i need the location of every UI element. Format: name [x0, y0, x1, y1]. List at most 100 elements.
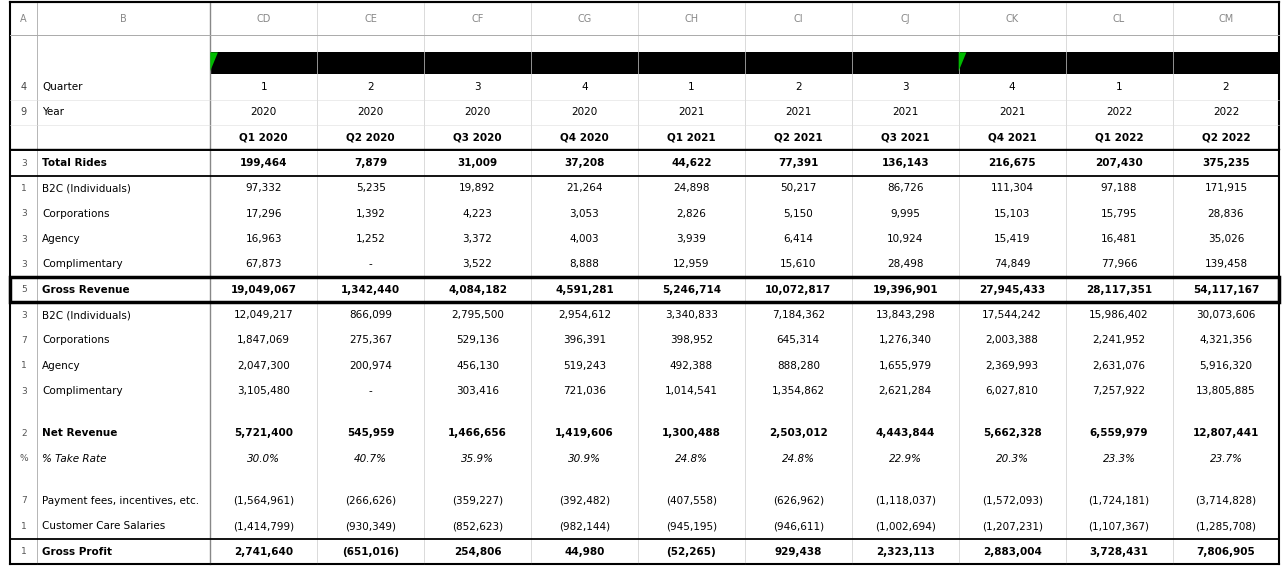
Text: 2,795,500: 2,795,500	[451, 310, 504, 320]
Text: 2,631,076: 2,631,076	[1092, 361, 1146, 371]
Text: 5,916,320: 5,916,320	[1200, 361, 1253, 371]
Text: (945,195): (945,195)	[665, 521, 717, 531]
Text: 2022: 2022	[1213, 108, 1240, 117]
Text: (1,002,694): (1,002,694)	[874, 521, 936, 531]
Text: (1,107,367): (1,107,367)	[1088, 521, 1150, 531]
Text: 86,726: 86,726	[887, 183, 923, 194]
Text: 1,354,862: 1,354,862	[772, 386, 824, 396]
Text: 1,276,340: 1,276,340	[878, 336, 932, 345]
Text: 2,369,993: 2,369,993	[986, 361, 1038, 371]
Text: 2,241,952: 2,241,952	[1092, 336, 1146, 345]
Text: B2C (Individuals): B2C (Individuals)	[42, 310, 131, 320]
Text: 275,367: 275,367	[349, 336, 392, 345]
Text: (266,626): (266,626)	[345, 496, 396, 506]
Text: 2,047,300: 2,047,300	[237, 361, 290, 371]
Text: 28,836: 28,836	[1208, 209, 1245, 218]
Text: 111,304: 111,304	[991, 183, 1033, 194]
Text: 2: 2	[21, 429, 27, 438]
Text: Customer Care Salaries: Customer Care Salaries	[42, 521, 165, 531]
Text: 3: 3	[21, 234, 27, 243]
Text: 2,826: 2,826	[677, 209, 706, 218]
Text: 4,223: 4,223	[463, 209, 492, 218]
Text: 74,849: 74,849	[994, 259, 1031, 269]
Text: 44,980: 44,980	[564, 547, 605, 556]
Text: 5,721,400: 5,721,400	[235, 428, 294, 438]
Text: Total Rides: Total Rides	[42, 158, 108, 168]
Text: 13,843,298: 13,843,298	[876, 310, 935, 320]
Text: 1: 1	[260, 82, 267, 92]
Text: A: A	[21, 14, 27, 24]
Text: 3: 3	[21, 209, 27, 218]
Text: 3,340,833: 3,340,833	[665, 310, 718, 320]
Text: (930,349): (930,349)	[345, 521, 396, 531]
Text: 3,939: 3,939	[677, 234, 706, 244]
Text: 136,143: 136,143	[882, 158, 929, 168]
Text: 375,235: 375,235	[1203, 158, 1250, 168]
Text: 2,883,004: 2,883,004	[983, 547, 1041, 556]
Text: (982,144): (982,144)	[559, 521, 610, 531]
Text: %: %	[19, 454, 28, 463]
Text: 21,264: 21,264	[567, 183, 603, 194]
Text: 19,049,067: 19,049,067	[231, 285, 296, 295]
Text: Q3 2020: Q3 2020	[454, 132, 501, 143]
Text: Quarter: Quarter	[42, 82, 83, 92]
Text: B2C (Individuals): B2C (Individuals)	[42, 183, 131, 194]
Text: 2020: 2020	[464, 108, 491, 117]
Polygon shape	[959, 53, 967, 71]
Text: 9,995: 9,995	[890, 209, 920, 218]
Text: Q2 2022: Q2 2022	[1201, 132, 1250, 143]
Text: 4,084,182: 4,084,182	[447, 285, 508, 295]
Text: 1: 1	[21, 184, 27, 193]
Text: 10,924: 10,924	[887, 234, 923, 244]
Text: (946,611): (946,611)	[773, 521, 824, 531]
Text: 1,655,979: 1,655,979	[878, 361, 932, 371]
Text: 4: 4	[21, 82, 27, 92]
Text: 23.7%: 23.7%	[1209, 454, 1242, 464]
Text: 200,974: 200,974	[349, 361, 392, 371]
Text: 3,522: 3,522	[463, 259, 492, 269]
Text: 27,945,433: 27,945,433	[979, 285, 1045, 295]
Text: CH: CH	[685, 14, 699, 24]
Text: 888,280: 888,280	[777, 361, 819, 371]
Text: Year: Year	[42, 108, 64, 117]
Text: 2021: 2021	[678, 108, 705, 117]
Text: Corporations: Corporations	[42, 209, 110, 218]
Text: 1,014,541: 1,014,541	[665, 386, 718, 396]
Text: 303,416: 303,416	[456, 386, 499, 396]
Text: 24,898: 24,898	[673, 183, 710, 194]
Text: 721,036: 721,036	[563, 386, 606, 396]
Text: Q4 2020: Q4 2020	[560, 132, 609, 143]
Text: 2,954,612: 2,954,612	[558, 310, 612, 320]
Text: CJ: CJ	[900, 14, 910, 24]
Text: (1,414,799): (1,414,799)	[233, 521, 295, 531]
Text: 31,009: 31,009	[458, 158, 497, 168]
Text: 4,321,356: 4,321,356	[1200, 336, 1253, 345]
Text: 3,372: 3,372	[463, 234, 492, 244]
Text: 2021: 2021	[892, 108, 918, 117]
Text: (651,016): (651,016)	[342, 547, 399, 556]
Text: Complimentary: Complimentary	[42, 386, 123, 396]
Text: 4,443,844: 4,443,844	[876, 428, 935, 438]
Text: 15,419: 15,419	[994, 234, 1031, 244]
Text: 7: 7	[21, 496, 27, 505]
Text: 19,892: 19,892	[459, 183, 496, 194]
Text: -: -	[369, 259, 373, 269]
Text: 4,003: 4,003	[569, 234, 599, 244]
Text: 492,388: 492,388	[669, 361, 713, 371]
Text: 12,959: 12,959	[673, 259, 710, 269]
Text: 139,458: 139,458	[1204, 259, 1247, 269]
Bar	[210, 53, 1279, 74]
Text: 28,117,351: 28,117,351	[1086, 285, 1153, 295]
Text: Gross Revenue: Gross Revenue	[42, 285, 129, 295]
Text: Q1 2022: Q1 2022	[1095, 132, 1144, 143]
Text: 6,414: 6,414	[783, 234, 813, 244]
Text: 7,806,905: 7,806,905	[1196, 547, 1255, 556]
Text: CE: CE	[364, 14, 377, 24]
Text: 1,252: 1,252	[355, 234, 386, 244]
Text: 97,332: 97,332	[245, 183, 282, 194]
Text: Complimentary: Complimentary	[42, 259, 123, 269]
Text: 1,466,656: 1,466,656	[449, 428, 506, 438]
Text: 1,419,606: 1,419,606	[555, 428, 614, 438]
Text: 77,391: 77,391	[778, 158, 818, 168]
Text: 519,243: 519,243	[563, 361, 606, 371]
